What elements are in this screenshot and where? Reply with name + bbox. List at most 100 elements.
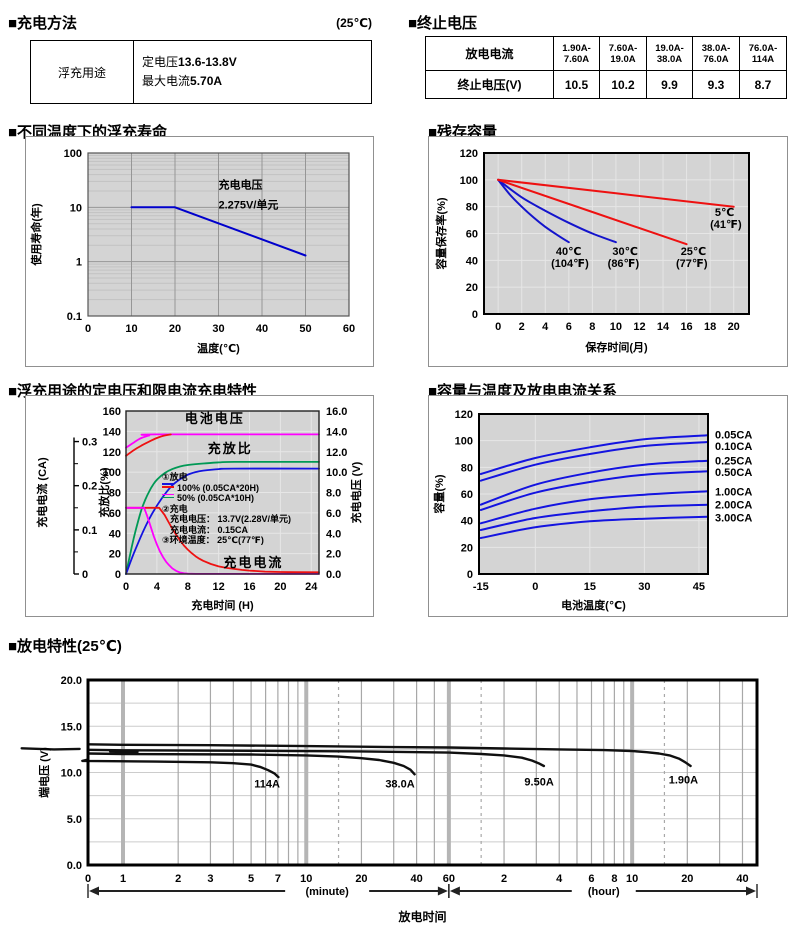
x-tick-label: 0 [85,323,91,335]
ca-tick-label: 0.3 [82,437,97,449]
end-voltage-table: 放电电流 1.90A- 7.60A 7.60A- 19.0A 19.0A- 38.0A… [425,35,787,99]
curve-3.00ca [479,515,709,539]
curve-1.90a [86,743,692,768]
initial-dip-1 [20,747,81,751]
curve-30c [497,178,617,244]
y-tick-label: 20 [109,549,121,561]
y-tick-label: 80 [466,202,478,214]
legend-marker [162,483,174,489]
plot-border [478,413,709,575]
side-axis-label: 6.0 [326,508,341,520]
legend-line: ③环境温度： 25℃(77℉) [162,535,264,545]
y-tick-label: 20 [466,282,478,294]
side-axis-label: 0.0 [326,569,341,581]
y-tick-label: 60 [466,229,478,241]
x-tick-label: 1 [120,873,126,885]
curve-114a [81,758,280,779]
y-axis-label: 容量(%) [432,474,446,514]
annotation: 充电电压 [219,178,263,192]
y-tick-label: 10 [70,202,82,214]
y-tick-label: 120 [460,148,478,160]
current-range-1: 1.90A- 7.60A [553,35,600,72]
y-tick-label: 10.0 [61,768,82,780]
end-voltage-value-5: 8.7 [739,70,787,99]
x-tick-label: 10 [125,323,137,335]
plot-border [125,410,320,575]
x-tick-label: 8 [589,321,595,333]
x-tick-label: 6 [566,321,572,333]
temp-note: (25℃) [336,16,372,30]
max-current-value: 5.70A [190,74,223,88]
y-tick-label: 5.0 [67,814,82,826]
charging-method-title: ■充电方法 [8,15,78,32]
arrow-head-left [449,886,460,896]
x-tick-label: 7 [275,873,281,885]
arrow-head-left [89,886,99,896]
side-axis-label: 3.00CA [715,512,752,524]
y-tick-label: 20.0 [61,675,82,687]
discharge-title: ■放电特性(25℃) [8,638,122,655]
side-axis-label: 0.25CA [715,456,752,468]
y-tick-label: 1 [76,257,82,269]
y-tick-label: 0.0 [67,860,82,872]
x-tick-label: 12 [213,581,225,593]
y-tick-label: 140 [103,426,121,438]
legend-line: 充电电流： 0.15CA [170,524,249,535]
y-tick-label: 100 [460,175,478,187]
annotation: 充电电流 [223,555,283,570]
y-tick-label: 40 [466,255,478,267]
capacity-temperature-chart: -15 0 15 30 45020406080100120电池温度(℃)容量(%)0.0… [432,409,752,612]
x-tick-label: 18 [704,321,716,333]
plot-border [86,678,759,867]
x-tick-label: 12 [633,321,645,333]
plot-border [87,152,350,317]
end-voltage-value-3: 9.9 [646,70,693,99]
annotation: 25℃ [681,246,707,258]
curve-0.25ca [479,459,709,506]
annotation: 1.90A [669,775,698,787]
residual-chart-box: 0 2 4 6 8 10 12 14 16 18 20 0 20 40 60 80 100 120 保存时间(月) 容… [428,136,788,367]
x-tick-label: 16 [680,321,692,333]
legend-marker [162,493,174,500]
y-axis-label: 使用寿命(年) [29,203,43,267]
rotated-axis-label: 充电电流 (CA) [35,457,49,528]
charge-ratio-50pct [125,461,320,575]
y-axis-label: 容量保存率(%) [434,197,448,270]
x-tick-label: 15 [584,581,596,593]
annotation: 114A [254,778,280,790]
side-axis-label: 2.00CA [715,500,752,512]
x-tick-label: 0 [532,581,538,593]
side-axis-label: 0.10CA [715,441,752,453]
annotation: 38.0A [385,778,414,790]
x-tick-label: 8 [611,873,617,885]
x-tick-label: 20 [728,321,740,333]
x-tick-label: 10 [300,873,312,885]
side-axis-label: 0.05CA [715,430,752,442]
charge-ratio-100pct [125,467,320,575]
side-axis-label: 10.0 [326,467,347,479]
curve-5c [497,178,735,208]
x-tick-label: 2 [175,873,181,885]
x-tick-label: 5 [248,873,254,885]
ca-tick-label: 0 [82,569,88,581]
x-tick-label: 20 [169,323,181,335]
annotation: 40℃ [556,246,582,258]
x-tick-label: 20 [355,873,367,885]
side-axis-label: 2.0 [326,549,341,561]
x-tick-label: 0 [85,873,91,885]
discharge-chart-box: 0 1 2 3 5 7 10 20 40 60 2 4 6 8 10 20 40 0.0 5.0 10.0 15.0 20… [0,655,788,945]
current-range-5: 76.0A- 114A [739,35,787,72]
legend-line: 充电电压： 13.7V(2.28V/单元) [170,514,292,524]
annotation: 2.275V/单元 [219,198,279,212]
arrow-head-right [437,886,448,896]
const-voltage-value: 13.6-13.8V [178,55,237,69]
x-tick-label: 24 [305,581,318,593]
capacity-temp-chart-box: -15 0 15 30 45 0 20 40 60 80 100 120 电池温度(℃) 容量(%) 0.0… [428,395,788,617]
discharge-current-label: 放电电流 [425,35,554,72]
x-tick-label: 20 [681,873,693,885]
x-tick-label: 4 [154,581,161,593]
x-tick-label: -15 [473,581,489,593]
y-tick-label: 40 [461,516,473,528]
y-tick-label: 80 [109,488,121,500]
